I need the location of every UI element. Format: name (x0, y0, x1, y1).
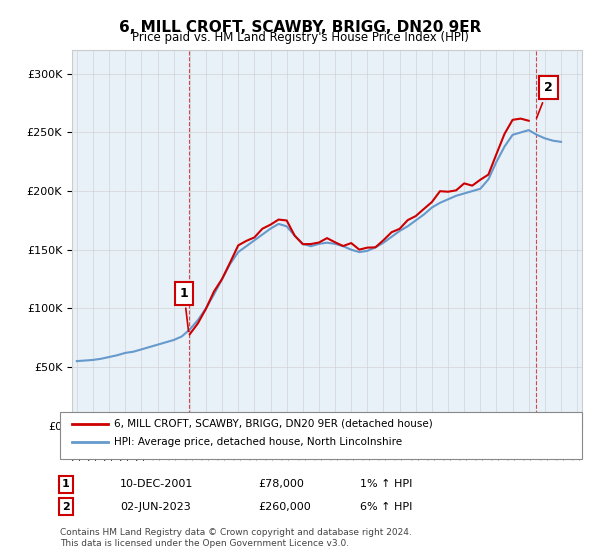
Text: 1% ↑ HPI: 1% ↑ HPI (360, 479, 412, 489)
Text: 2: 2 (536, 81, 553, 118)
Text: £78,000: £78,000 (258, 479, 304, 489)
Text: £260,000: £260,000 (258, 502, 311, 512)
Text: 10-DEC-2001: 10-DEC-2001 (120, 479, 193, 489)
Text: 6, MILL CROFT, SCAWBY, BRIGG, DN20 9ER: 6, MILL CROFT, SCAWBY, BRIGG, DN20 9ER (119, 20, 481, 35)
Text: 6% ↑ HPI: 6% ↑ HPI (360, 502, 412, 512)
Text: 1: 1 (62, 479, 70, 489)
Text: Price paid vs. HM Land Registry's House Price Index (HPI): Price paid vs. HM Land Registry's House … (131, 31, 469, 44)
Text: Contains HM Land Registry data © Crown copyright and database right 2024.
This d: Contains HM Land Registry data © Crown c… (60, 528, 412, 548)
Text: HPI: Average price, detached house, North Lincolnshire: HPI: Average price, detached house, Nort… (114, 437, 402, 447)
Text: 2: 2 (62, 502, 70, 512)
Text: 6, MILL CROFT, SCAWBY, BRIGG, DN20 9ER (detached house): 6, MILL CROFT, SCAWBY, BRIGG, DN20 9ER (… (114, 419, 433, 429)
Text: 1: 1 (179, 287, 188, 332)
Text: 02-JUN-2023: 02-JUN-2023 (120, 502, 191, 512)
